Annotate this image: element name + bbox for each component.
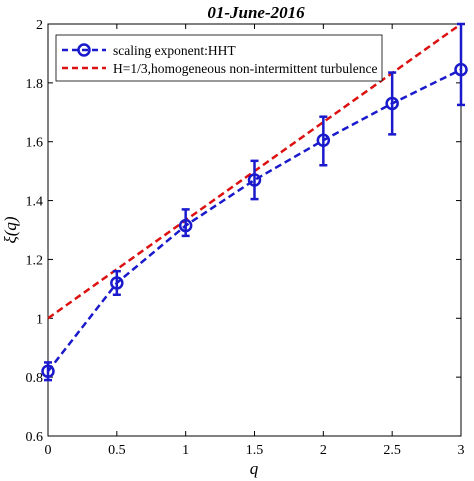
y-tick-label: 1 (36, 312, 43, 327)
plot-frame (47, 23, 462, 437)
y-tick-label: 1.6 (26, 136, 44, 151)
chart-title: 01-June-2016 (207, 3, 305, 22)
data-point (41, 364, 55, 379)
y-tick-label: 1.8 (26, 77, 44, 92)
y-axis-label: ξ(q) (1, 216, 20, 243)
y-tick-label: 1.4 (26, 195, 44, 210)
x-tick-label: 2.5 (383, 443, 401, 458)
legend-marker-hht (77, 43, 91, 57)
x-tick-label: 0.5 (108, 443, 126, 458)
y-tick-label: 2 (36, 18, 43, 33)
y-tick-label: 1.2 (26, 253, 44, 268)
x-tick-label: 0 (45, 443, 52, 458)
data-point (247, 173, 262, 187)
x-tick-label: 2 (320, 443, 327, 458)
x-tick-label: 3 (458, 443, 465, 458)
legend-label-reference: H=1/3,homogeneous non-intermittent turbu… (113, 61, 377, 76)
x-tick-label: 1 (182, 443, 189, 458)
x-tick-label: 1.5 (246, 443, 264, 458)
legend-box (55, 34, 383, 82)
errorbar (388, 71, 397, 136)
data-point (110, 276, 124, 290)
legend-label-hht: scaling exponent:HHT (113, 43, 236, 58)
x-axis-label: q (250, 459, 259, 478)
errorbar (112, 269, 121, 296)
y-tick-label: 0.8 (26, 371, 44, 386)
legend: scaling exponent:HHT H=1/3,homogeneous n… (55, 34, 383, 82)
y-tick-label: 0.6 (26, 430, 44, 445)
data-point (178, 218, 193, 233)
data-point (454, 62, 468, 77)
series-layer (41, 22, 468, 382)
axis-ticks: 0 0.5 1 1.5 2 2.5 3 0.6 0.8 1 1.2 1.4 1.6 1.8 2 (26, 18, 465, 458)
data-point (385, 96, 399, 111)
errorbar (319, 115, 328, 167)
data-point (316, 133, 331, 147)
errorbar (250, 159, 259, 201)
